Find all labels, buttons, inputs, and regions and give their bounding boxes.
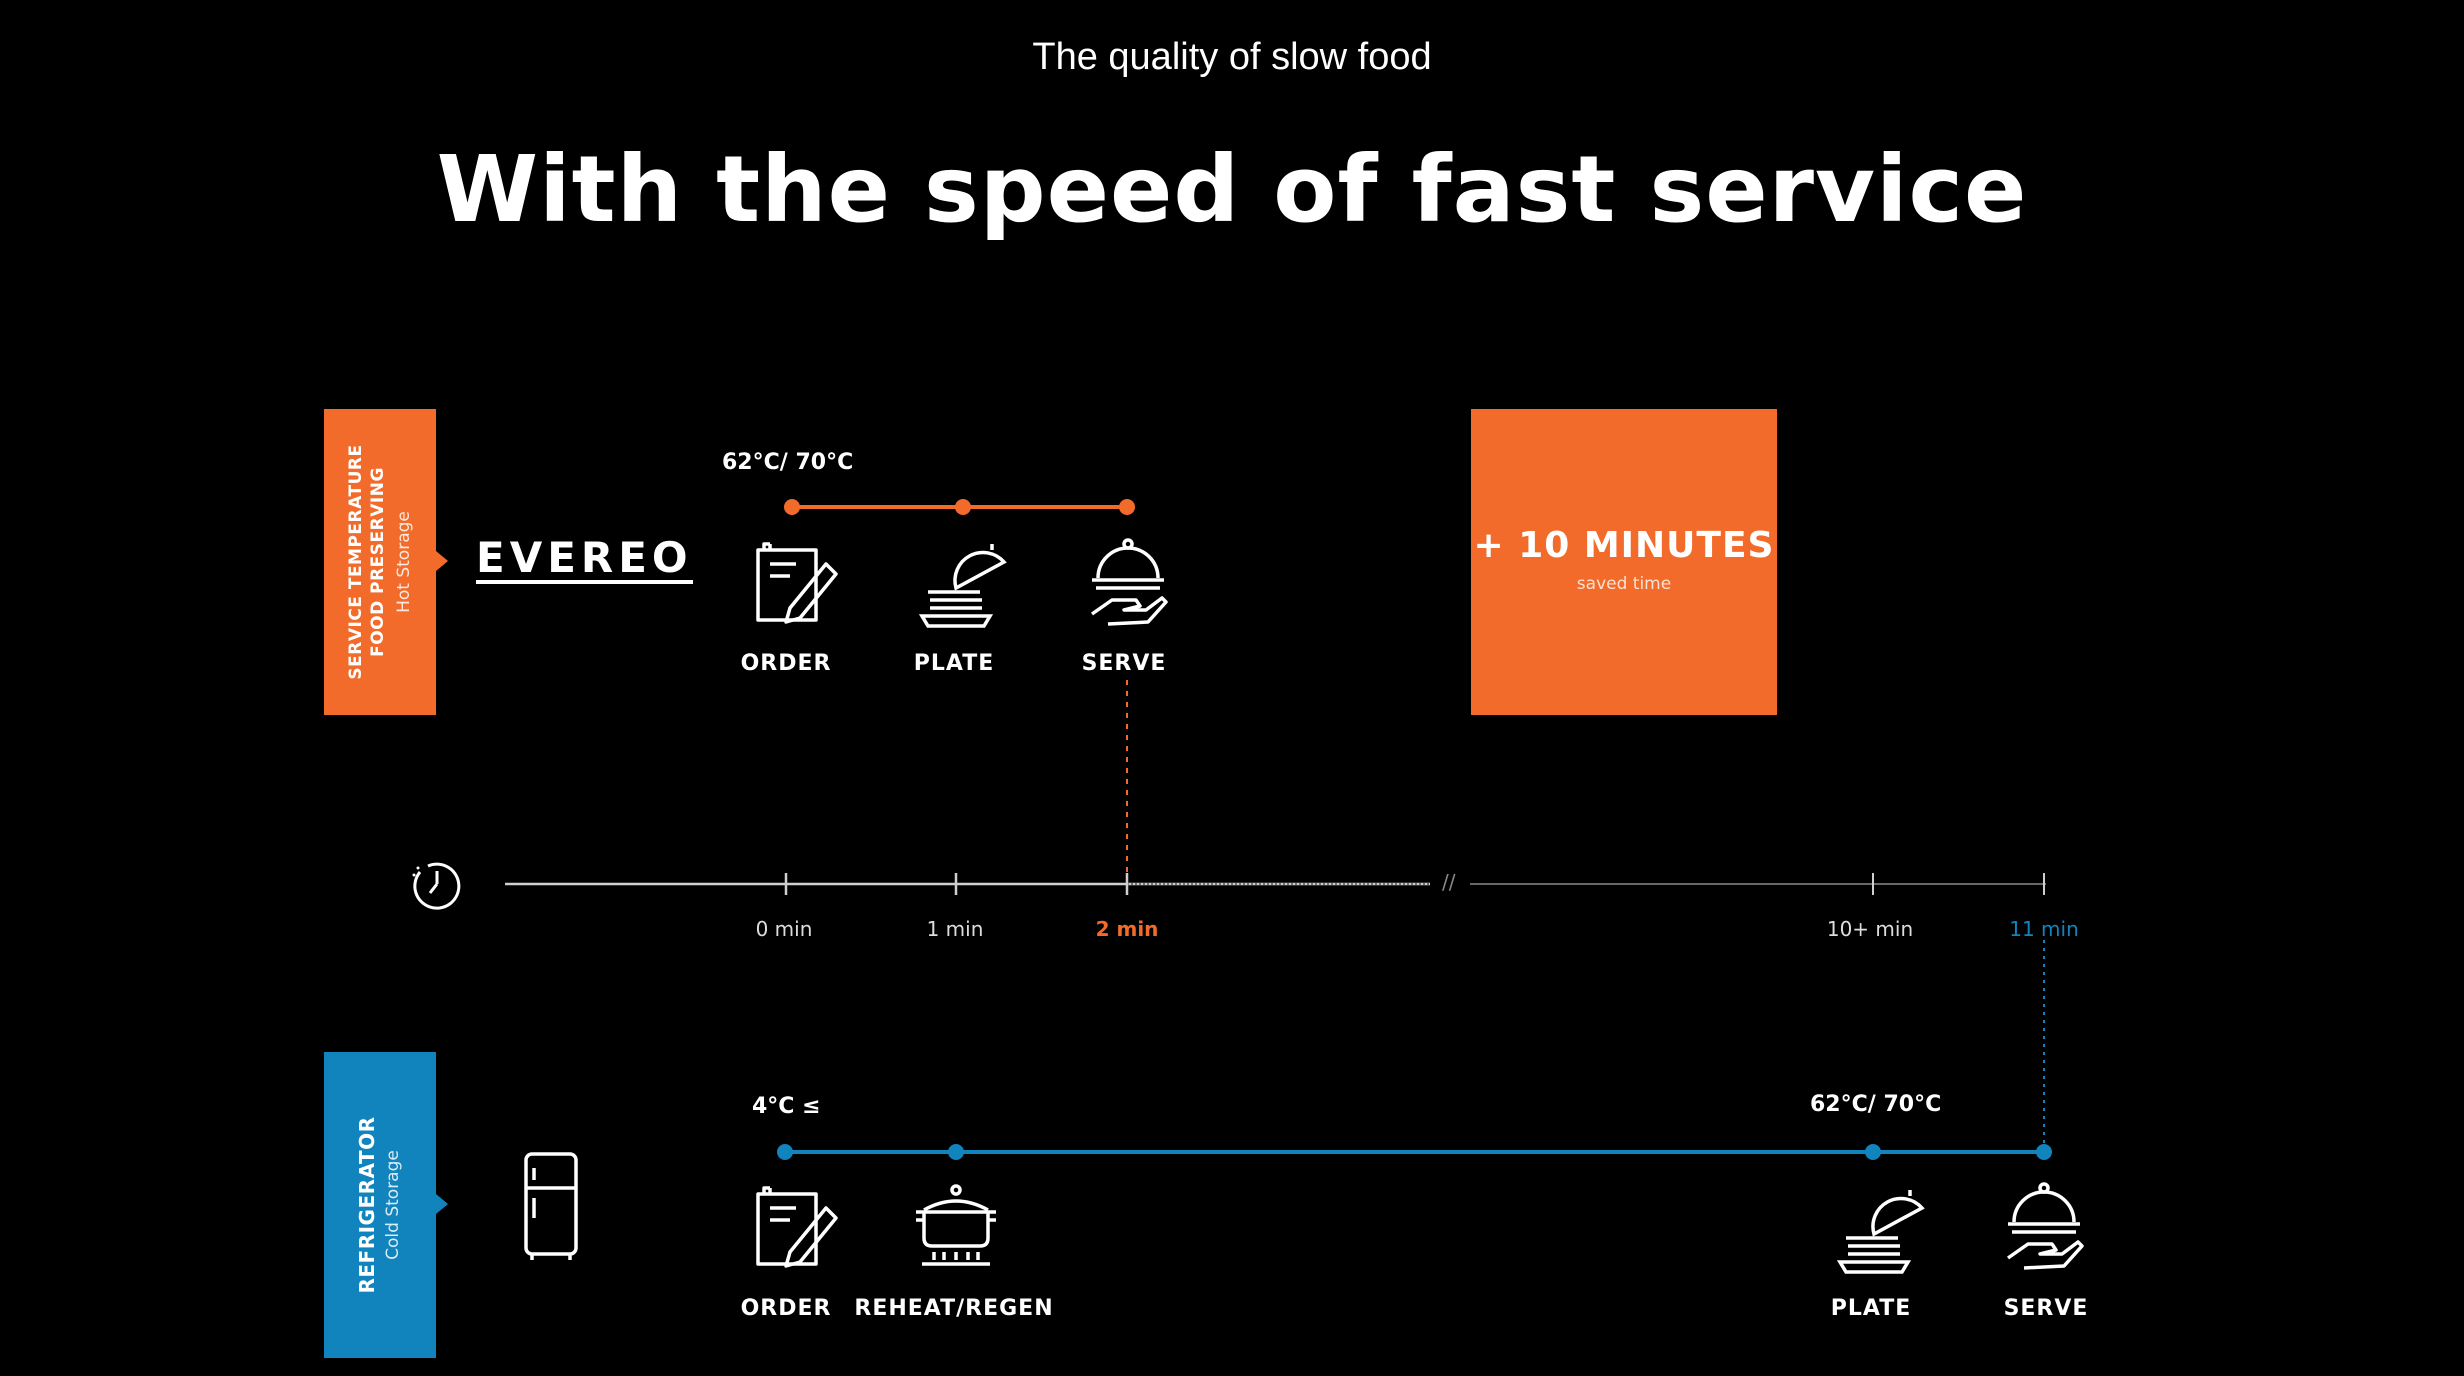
time-saved-caption: saved time [1576, 574, 1672, 594]
time-saved-box: + 10 MINUTES saved time [1471, 409, 1777, 715]
cold-temperature-end: 62°C/ 70°C [1810, 1092, 1942, 1117]
cold-dot-order [777, 1144, 793, 1160]
hot-dot-order [784, 499, 800, 515]
hot-dot-serve [1119, 499, 1135, 515]
cold-dot-reheat [948, 1144, 964, 1160]
hot-dot-plate [955, 499, 971, 515]
refrigerator-icon [524, 1152, 578, 1260]
serve-cloche-hand-icon [1090, 538, 1168, 626]
hot-step-plate: PLATE [913, 651, 995, 676]
tick-label-10min: 10+ min [1826, 917, 1914, 941]
plate-cloche-icon [918, 544, 1007, 628]
page-subtitle: The quality of slow food [1032, 36, 1432, 78]
pot-heat-icon [916, 1184, 996, 1266]
clock-icon [412, 862, 461, 910]
hot-step-order: ORDER [740, 651, 832, 676]
cold-storage-tab: REFRIGERATOR Cold Storage [324, 1052, 436, 1358]
cold-tab-pointer [436, 1194, 448, 1214]
hot-storage-tab: SERVICE TEMPERATURE FOOD PRESERVING Hot … [324, 409, 436, 715]
cold-dot-plate [1865, 1144, 1881, 1160]
cold-step-order: ORDER [740, 1296, 832, 1321]
cold-step-reheat: REHEAT/REGEN [854, 1296, 1054, 1321]
timeline-break-mark: // [1442, 870, 1456, 894]
page-title: With the speed of fast service [436, 136, 2028, 243]
tick-label-1min: 1 min [926, 917, 984, 941]
cold-step-serve: SERVE [2003, 1296, 2089, 1321]
serve-cloche-hand-icon [2006, 1182, 2084, 1270]
cold-step-plate: PLATE [1830, 1296, 1912, 1321]
hot-tab-pointer [436, 551, 448, 571]
hot-temperature: 62°C/ 70°C [722, 450, 854, 475]
time-saved-value: + 10 MINUTES [1473, 525, 1775, 566]
tick-label-0min: 0 min [755, 917, 813, 941]
order-pencil-icon [756, 542, 838, 624]
hot-step-serve: SERVE [1081, 651, 1167, 676]
tick-label-11min: 11 min [2009, 917, 2079, 941]
tick-label-2min: 2 min [1095, 917, 1159, 941]
order-pencil-icon [756, 1186, 838, 1268]
plate-cloche-icon [1836, 1190, 1925, 1274]
cold-dot-serve [2036, 1144, 2052, 1160]
everreo-logo: EVEREO [476, 533, 693, 584]
cold-temperature-start: 4°C ≤ [752, 1094, 821, 1119]
